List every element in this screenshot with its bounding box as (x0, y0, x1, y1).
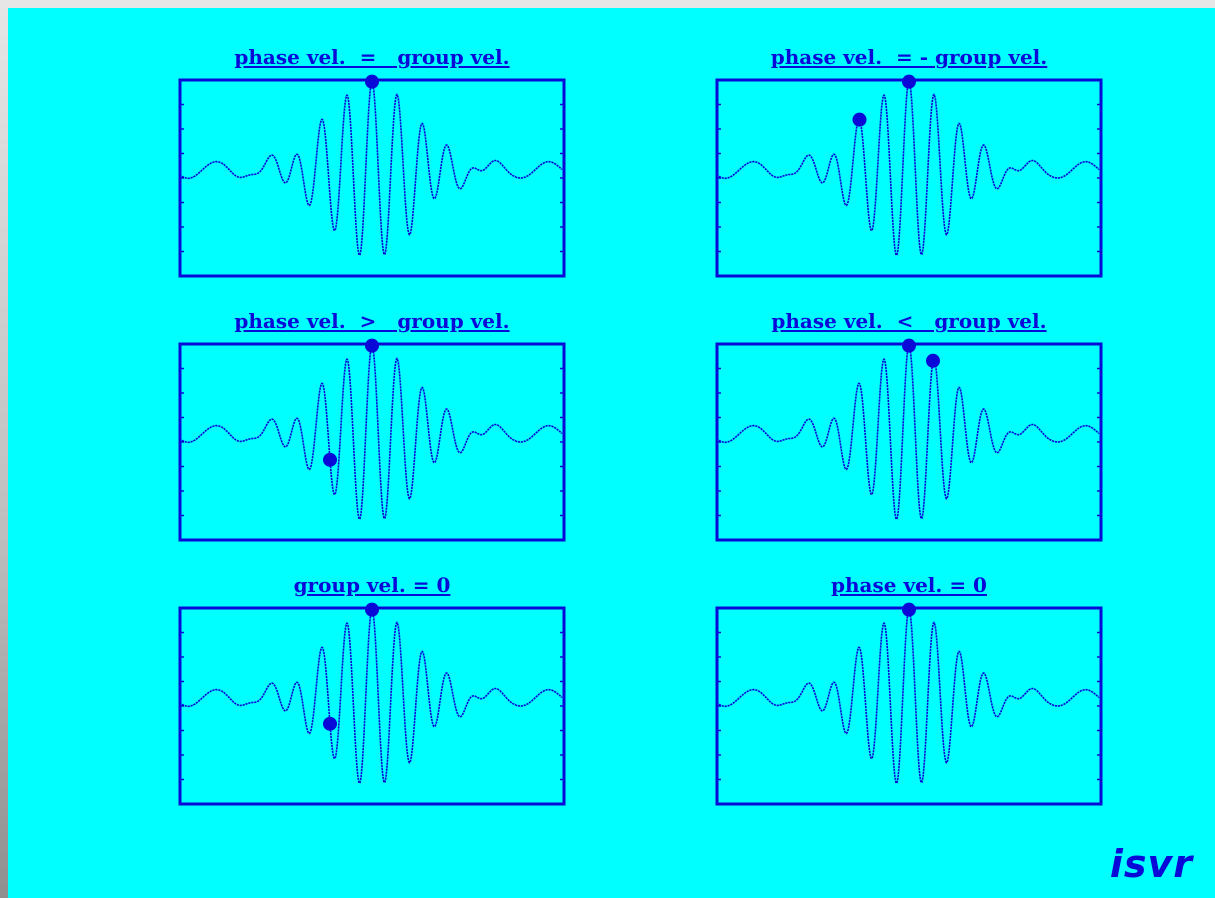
wave-line (181, 344, 563, 521)
tracked-point (902, 602, 916, 617)
panel-phase-less: phase vel. < group vel. (711, 310, 1107, 542)
wave-plot (715, 602, 1103, 806)
plot-frame (178, 78, 566, 278)
wave-plot (715, 338, 1103, 542)
wave-line (718, 344, 1100, 521)
plot-ticks (180, 367, 564, 517)
panel-opposite: phase vel. = - group vel. (711, 46, 1107, 278)
wave-plot (178, 74, 566, 278)
panel-title: phase vel. = - group vel. (770, 45, 1048, 69)
panel-title: phase vel. > group vel. (234, 309, 510, 333)
plot-ticks (180, 631, 564, 781)
panel-title: group vel. = 0 (293, 573, 451, 597)
tracked-point (902, 74, 916, 89)
tracked-point (323, 452, 337, 467)
tracked-point (323, 716, 337, 731)
tracked-point (926, 353, 940, 368)
panel-phase-zero: phase vel. = 0 (711, 574, 1107, 806)
tracked-point (852, 112, 867, 127)
wave-line (181, 80, 563, 257)
tracked-point (365, 338, 379, 353)
plot-ticks (180, 103, 564, 253)
wave-plot (715, 74, 1103, 278)
panel-title: phase vel. < group vel. (771, 309, 1047, 333)
plot-ticks (717, 631, 1101, 781)
isvr-logo: isvr (1109, 842, 1193, 886)
panel-group-zero: group vel. = 0 (174, 574, 570, 806)
tracked-point (902, 338, 916, 353)
plot-ticks (717, 367, 1101, 517)
plot-frame (715, 342, 1103, 542)
plot-frame (715, 606, 1103, 806)
panel-title: phase vel. = group vel. (234, 45, 510, 69)
diagram-canvas: phase vel. = group vel. phase vel. = - g… (8, 8, 1215, 898)
wave-line (181, 608, 563, 785)
wave-line (718, 608, 1100, 785)
panel-equal: phase vel. = group vel. (174, 46, 570, 278)
plot-frame (178, 606, 566, 806)
plot-ticks (717, 103, 1101, 253)
wave-plot (178, 338, 566, 542)
wave-line (718, 80, 1100, 257)
panel-title: phase vel. = 0 (831, 573, 987, 597)
plot-frame (178, 342, 566, 542)
plot-frame (715, 78, 1103, 278)
wave-plot (178, 602, 566, 806)
panel-phase-greater: phase vel. > group vel. (174, 310, 570, 542)
tracked-point (365, 74, 379, 89)
tracked-point (365, 602, 379, 617)
